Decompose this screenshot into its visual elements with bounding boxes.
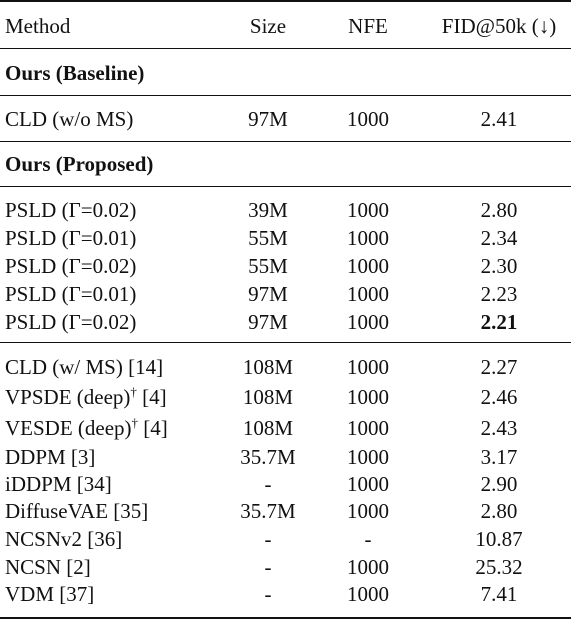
- cell-fid-best: 2.21: [480, 310, 518, 334]
- cell-size: 55M: [248, 226, 288, 250]
- cell-size: 108M: [242, 416, 294, 440]
- cell-fid: 2.27: [480, 355, 518, 379]
- cell-fid: 2.34: [480, 226, 518, 250]
- cell-size: -: [264, 555, 272, 579]
- cell-method: NCSN [2]: [5, 555, 91, 579]
- top-rule: [0, 0, 571, 2]
- dagger-mark: †: [131, 415, 139, 430]
- cell-nfe: 1000: [347, 445, 389, 469]
- header-fid: FID@50k (↓): [441, 14, 557, 38]
- section-title-baseline: Ours (Baseline): [5, 61, 145, 85]
- cell-size: -: [264, 527, 272, 551]
- cell-size: 97M: [248, 282, 288, 306]
- cell-fid: 10.87: [475, 527, 523, 551]
- proposed-end-rule: [0, 342, 571, 343]
- cell-size: 108M: [242, 355, 294, 379]
- header-rule: [0, 48, 571, 49]
- cell-nfe: 1000: [347, 555, 389, 579]
- baseline-end-rule: [0, 141, 571, 142]
- cell-nfe: 1000: [347, 282, 389, 306]
- cell-nfe: 1000: [347, 254, 389, 278]
- cell-nfe: 1000: [347, 385, 389, 409]
- cell-nfe: 1000: [347, 582, 389, 606]
- cell-size: 55M: [248, 254, 288, 278]
- cell-fid: 3.17: [480, 445, 518, 469]
- cell-method: VDM [37]: [5, 582, 95, 606]
- cell-method: PSLD (Γ=0.02): [5, 254, 137, 278]
- method-name: VPSDE (deep): [5, 385, 131, 409]
- cell-fid: 7.41: [480, 582, 518, 606]
- cell-method: NCSNv2 [36]: [5, 527, 123, 551]
- cell-size: 35.7M: [240, 499, 296, 523]
- cell-size: -: [264, 472, 272, 496]
- section-title-proposed: Ours (Proposed): [5, 152, 154, 176]
- cell-fid: 2.41: [480, 107, 518, 131]
- bottom-rule: [0, 617, 571, 619]
- cell-size: 35.7M: [240, 445, 296, 469]
- cell-fid: 2.30: [480, 254, 518, 278]
- cell-fid: 2.80: [480, 499, 518, 523]
- cell-fid: 2.46: [480, 385, 518, 409]
- cell-size: 97M: [248, 310, 288, 334]
- cell-method: DDPM [3]: [5, 445, 96, 469]
- header-method: Method: [5, 14, 71, 38]
- cell-method: CLD (w/o MS): [5, 107, 134, 131]
- proposed-title-rule: [0, 186, 571, 187]
- cell-nfe: 1000: [347, 355, 389, 379]
- cell-method: PSLD (Γ=0.01): [5, 226, 137, 250]
- cell-fid: 2.23: [480, 282, 518, 306]
- cell-method: PSLD (Γ=0.02): [5, 310, 137, 334]
- cell-size: -: [264, 582, 272, 606]
- cell-size: 108M: [242, 385, 294, 409]
- header-size: Size: [249, 14, 287, 38]
- cell-nfe: 1000: [347, 107, 389, 131]
- cell-nfe: -: [364, 527, 372, 551]
- cell-method: PSLD (Γ=0.01): [5, 282, 137, 306]
- cell-nfe: 1000: [347, 499, 389, 523]
- cell-nfe: 1000: [347, 226, 389, 250]
- dagger-mark: †: [130, 384, 137, 399]
- cell-nfe: 1000: [347, 310, 389, 334]
- method-ref: [4]: [138, 416, 168, 440]
- method-name: VESDE (deep): [5, 416, 132, 440]
- cell-size: 39M: [248, 198, 288, 222]
- cell-size: 97M: [248, 107, 288, 131]
- method-ref: [4]: [136, 385, 167, 409]
- cell-nfe: 1000: [347, 416, 389, 440]
- cell-fid: 2.80: [480, 198, 518, 222]
- cell-fid: 2.43: [480, 416, 518, 440]
- baseline-title-rule: [0, 95, 571, 96]
- cell-method: VPSDE (deep)† [4]: [5, 385, 167, 409]
- cell-nfe: 1000: [347, 198, 389, 222]
- cell-method: CLD (w/ MS) [14]: [5, 355, 164, 379]
- cell-fid: 25.32: [475, 555, 523, 579]
- cell-method: iDDPM [34]: [5, 472, 112, 496]
- cell-nfe: 1000: [347, 472, 389, 496]
- cell-method: DiffuseVAE [35]: [5, 499, 149, 523]
- cell-method: VESDE (deep)† [4]: [5, 416, 168, 440]
- cell-method: PSLD (Γ=0.02): [5, 198, 137, 222]
- cell-fid: 2.90: [480, 472, 518, 496]
- header-nfe: NFE: [348, 14, 388, 38]
